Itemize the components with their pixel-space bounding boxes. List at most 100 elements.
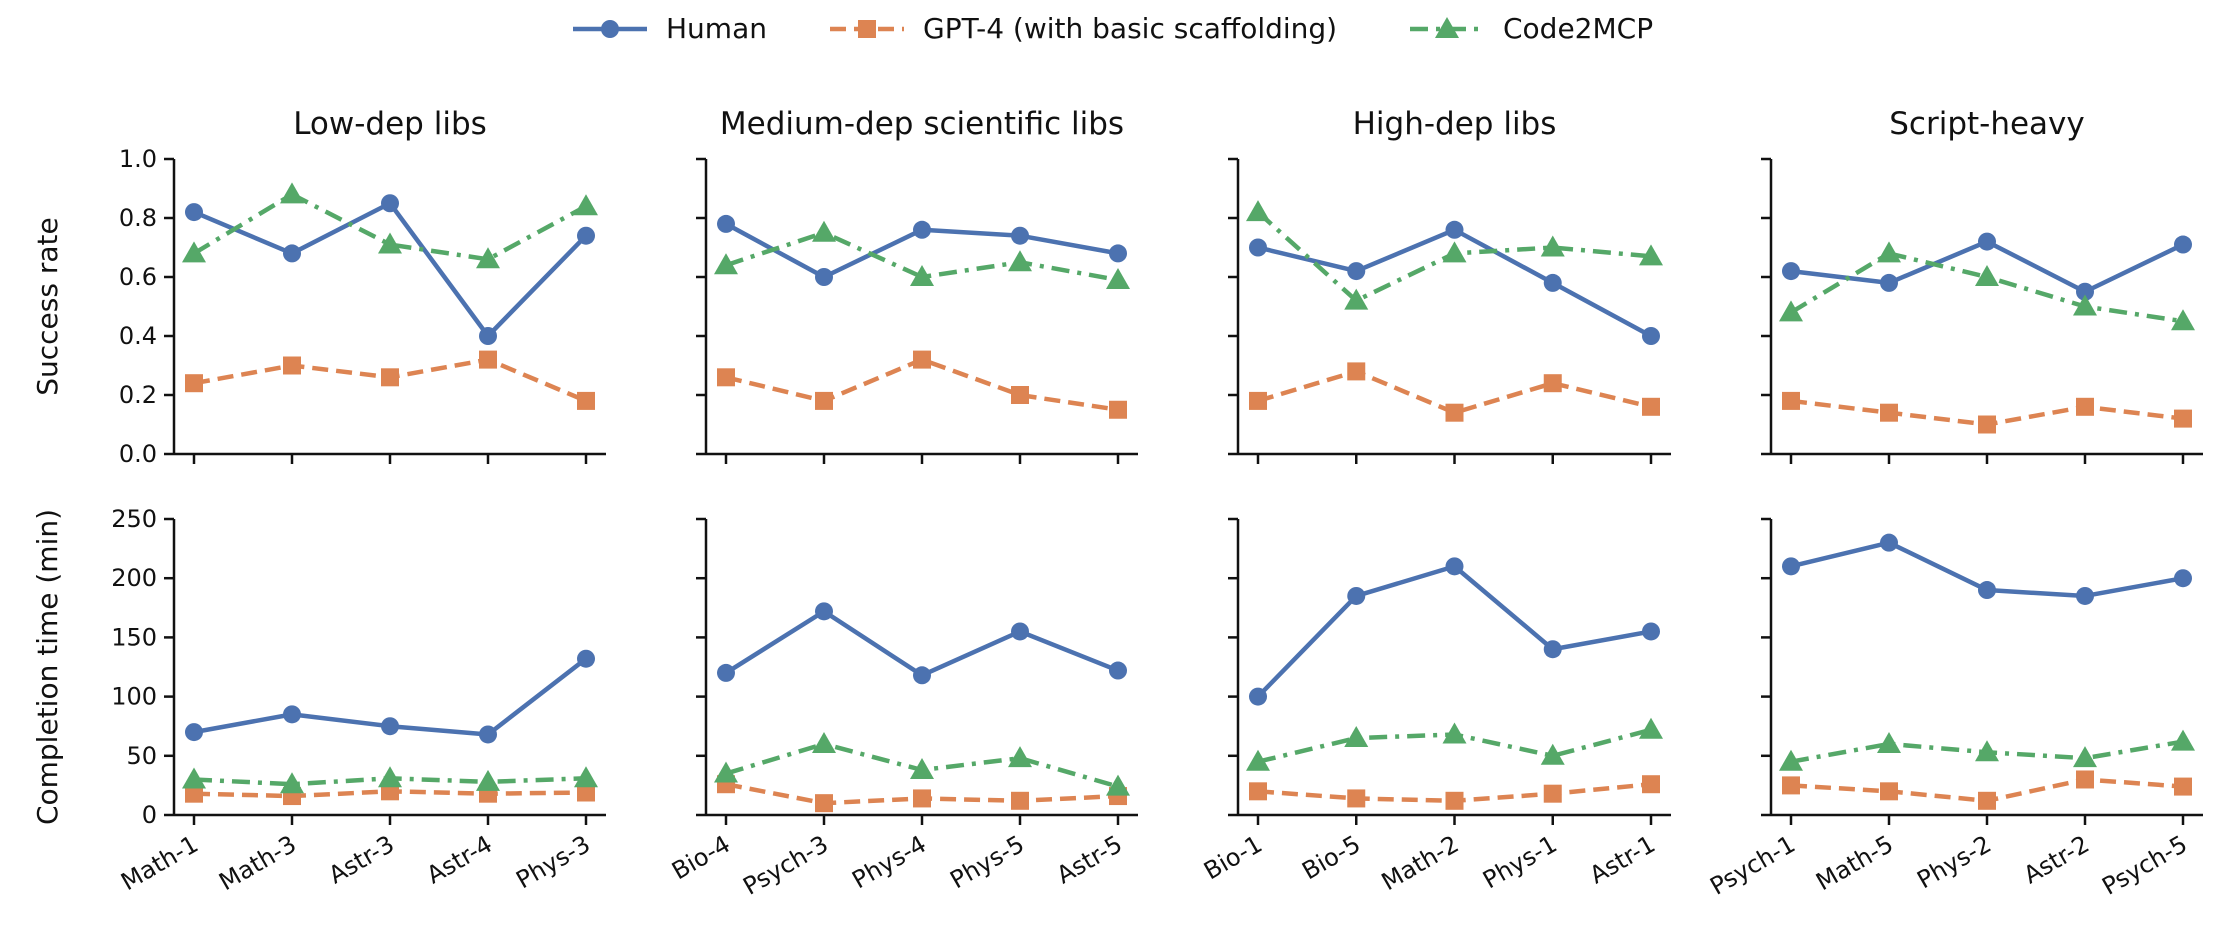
- data-point: [1106, 774, 1130, 796]
- data-point: [1880, 782, 1898, 801]
- series: [1782, 770, 2192, 810]
- y-axis-label: Completion time (min): [31, 509, 64, 825]
- data-point: [1779, 749, 1803, 771]
- y-axis-label: Success rate: [31, 217, 64, 396]
- data-point: [1249, 687, 1267, 706]
- success-rate-plot: [1228, 157, 1671, 464]
- data-point: [1642, 775, 1660, 794]
- data-point: [283, 244, 301, 263]
- series-line: [1257, 369, 1652, 415]
- series: [1779, 241, 2195, 331]
- series: [1246, 717, 1663, 771]
- y-tick-label: 250: [111, 505, 157, 533]
- data-point: [913, 666, 931, 685]
- data-point: [1877, 731, 1901, 753]
- x-tick-label: Astr-5: [1052, 830, 1127, 890]
- series: [185, 649, 595, 744]
- legend-item: Human: [573, 12, 767, 45]
- data-point: [574, 766, 598, 788]
- x-tick-label: Phys-3: [511, 830, 595, 894]
- completion-time-plot: 0 50 100 150 200 250 Math-1 Math-3 Astr-3 Astr-4 P…: [31, 505, 606, 896]
- data-point: [1978, 791, 1996, 810]
- x-tick-label: Bio-5: [1297, 830, 1365, 885]
- x-tick-label: Phys-2: [1912, 830, 1996, 894]
- x-tick-label: Phys-5: [945, 830, 1029, 894]
- data-point: [913, 350, 931, 369]
- success-rate-plot: [1761, 157, 2203, 464]
- data-point: [1347, 262, 1366, 281]
- data-point: [1975, 265, 1999, 286]
- data-point: [577, 649, 595, 668]
- data-point: [1246, 749, 1270, 771]
- data-point: [2076, 770, 2094, 789]
- data-point: [2073, 294, 2097, 316]
- data-point: [1978, 232, 1996, 251]
- x-tick-label: Psych-3: [738, 830, 833, 901]
- data-point: [1442, 241, 1467, 263]
- data-point: [910, 265, 934, 286]
- data-point: [1880, 533, 1898, 552]
- x-tick-label: Astr-1: [1585, 830, 1660, 890]
- data-point: [479, 350, 497, 369]
- data-point: [2174, 777, 2192, 796]
- legend-marker: [858, 20, 876, 38]
- data-point: [815, 391, 833, 410]
- data-point: [1978, 415, 1996, 434]
- series: [714, 731, 1130, 796]
- data-point: [1249, 782, 1267, 801]
- series-line: [1256, 564, 1652, 699]
- series: [717, 775, 1127, 813]
- data-point: [1347, 362, 1366, 381]
- data-point: [2076, 282, 2094, 301]
- y-tick-label: 0.4: [119, 322, 157, 350]
- data-point: [1543, 784, 1562, 803]
- y-tick-label: 0.8: [119, 204, 157, 232]
- legend-marker: [1435, 17, 1459, 38]
- data-point: [1543, 273, 1562, 292]
- data-point: [1779, 300, 1803, 322]
- data-point: [714, 253, 738, 275]
- data-point: [1011, 622, 1029, 641]
- y-tick-label: 0.6: [119, 263, 157, 291]
- success-rate-plot: 0.0 0.2 0.4 0.6 0.8 1.0 Success rate: [31, 145, 606, 468]
- data-point: [1109, 244, 1127, 263]
- legend-marker: [601, 20, 619, 38]
- data-point: [1975, 740, 1999, 762]
- data-point: [1249, 391, 1267, 410]
- y-tick-label: 0: [142, 801, 157, 829]
- data-point: [2174, 409, 2192, 428]
- data-point: [479, 327, 497, 345]
- series: [1782, 533, 2192, 605]
- data-point: [577, 226, 595, 245]
- data-point: [815, 794, 833, 813]
- data-point: [1109, 661, 1127, 680]
- data-point: [1344, 288, 1369, 310]
- data-point: [1011, 386, 1029, 404]
- data-point: [1782, 776, 1800, 795]
- data-point: [1249, 238, 1267, 257]
- y-tick-label: 50: [126, 742, 157, 770]
- success-rate-plot: [696, 157, 1138, 464]
- data-point: [378, 766, 402, 788]
- series: [1249, 557, 1660, 706]
- panel-title: Script-heavy: [1889, 106, 2085, 142]
- series: [717, 214, 1127, 286]
- data-point: [381, 194, 399, 213]
- series: [714, 220, 1130, 289]
- data-point: [2174, 569, 2192, 588]
- series: [717, 602, 1127, 685]
- data-point: [1008, 250, 1032, 272]
- x-tick-label: Psych-5: [2097, 830, 2192, 901]
- data-point: [1880, 403, 1898, 422]
- series: [1249, 220, 1660, 345]
- x-tick-label: Phys-4: [847, 830, 931, 894]
- panel: Script-heavy Psych-1 Math-5 Phys-2 Astr-2 Psy…: [1705, 106, 2203, 901]
- data-point: [182, 767, 206, 789]
- y-tick-label: 100: [111, 683, 157, 711]
- data-point: [1011, 791, 1029, 810]
- data-point: [1540, 743, 1565, 765]
- series: [717, 350, 1127, 419]
- data-point: [1978, 581, 1996, 600]
